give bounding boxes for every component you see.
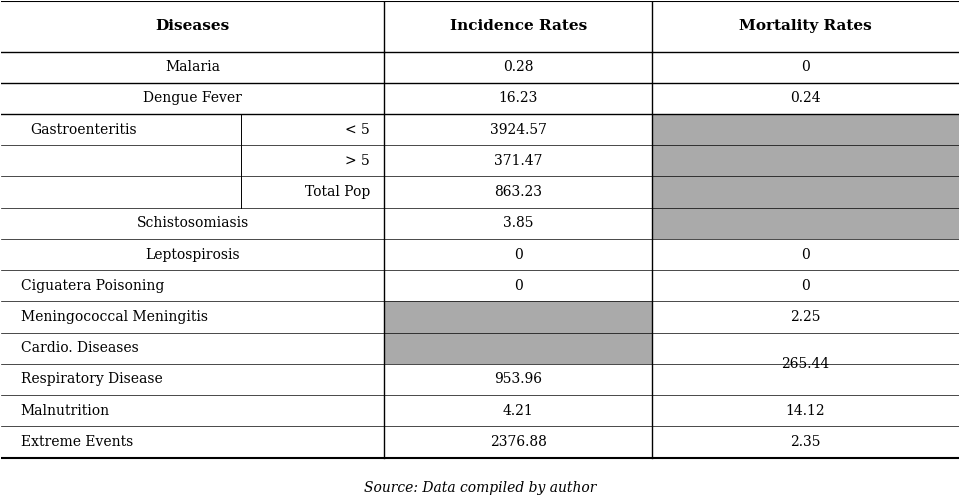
Text: 0: 0 (801, 60, 810, 74)
Bar (652, 208, 959, 239)
Bar (652, 176, 959, 208)
Text: Gastroenteritis: Gastroenteritis (30, 122, 136, 137)
Text: 0: 0 (801, 247, 810, 262)
Text: Mortality Rates: Mortality Rates (739, 20, 872, 33)
Text: Total Pop: Total Pop (304, 185, 370, 199)
Text: > 5: > 5 (346, 154, 370, 168)
Bar (652, 145, 959, 176)
Text: 14.12: 14.12 (785, 404, 826, 418)
Text: 0.24: 0.24 (790, 91, 821, 105)
Bar (384, 301, 652, 333)
Text: Ciguatera Poisoning: Ciguatera Poisoning (20, 279, 164, 293)
Text: 0: 0 (514, 279, 522, 293)
Text: 265.44: 265.44 (781, 357, 829, 371)
Text: 2.25: 2.25 (790, 310, 821, 324)
Bar (652, 114, 959, 145)
Bar (384, 333, 652, 364)
Text: 2376.88: 2376.88 (490, 435, 547, 449)
Text: Schistosomiasis: Schistosomiasis (136, 216, 249, 230)
Text: Respiratory Disease: Respiratory Disease (20, 372, 162, 387)
Text: Meningococcal Meningitis: Meningococcal Meningitis (20, 310, 207, 324)
Text: 0: 0 (514, 247, 522, 262)
Text: 2.35: 2.35 (790, 435, 821, 449)
Text: Dengue Fever: Dengue Fever (143, 91, 242, 105)
Text: Malaria: Malaria (165, 60, 221, 74)
Text: Leptospirosis: Leptospirosis (146, 247, 240, 262)
Text: Incidence Rates: Incidence Rates (449, 20, 587, 33)
Text: 3.85: 3.85 (503, 216, 534, 230)
Text: 371.47: 371.47 (494, 154, 542, 168)
Text: 0.28: 0.28 (503, 60, 534, 74)
Text: < 5: < 5 (346, 122, 370, 137)
Text: 863.23: 863.23 (494, 185, 542, 199)
Text: Extreme Events: Extreme Events (20, 435, 132, 449)
Text: Diseases: Diseases (156, 20, 230, 33)
Text: 4.21: 4.21 (503, 404, 534, 418)
Text: Source: Data compiled by author: Source: Data compiled by author (364, 481, 596, 494)
Text: 16.23: 16.23 (498, 91, 538, 105)
Text: Cardio. Diseases: Cardio. Diseases (20, 341, 138, 355)
Text: 953.96: 953.96 (494, 372, 542, 387)
Text: Malnutrition: Malnutrition (20, 404, 109, 418)
Text: 3924.57: 3924.57 (490, 122, 547, 137)
Text: 0: 0 (801, 279, 810, 293)
